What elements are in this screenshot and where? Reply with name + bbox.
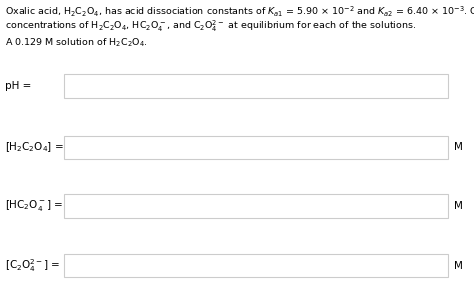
Text: M: M [454,142,463,152]
Bar [64,74,448,98]
Bar [64,254,448,277]
Text: A 0.129 M solution of H$_2$C$_2$O$_4$.: A 0.129 M solution of H$_2$C$_2$O$_4$. [5,36,147,49]
Text: [HC$_2$O$_4^-$] =: [HC$_2$O$_4^-$] = [5,198,63,213]
Bar [64,194,448,218]
Text: concentrations of H$_2$C$_2$O$_4$, HC$_2$O$_4^-$, and C$_2$O$_4^{2-}$ at equilib: concentrations of H$_2$C$_2$O$_4$, HC$_2… [5,19,416,34]
Text: [H$_2$C$_2$O$_4$] =: [H$_2$C$_2$O$_4$] = [5,140,64,154]
Bar [64,136,448,159]
Text: pH =: pH = [5,81,31,91]
Text: M: M [454,201,463,211]
Text: [C$_2$O$_4^{2-}$] =: [C$_2$O$_4^{2-}$] = [5,257,60,274]
Text: Oxalic acid, H$_2$C$_2$O$_4$, has acid dissociation constants of $K_{a1}$ = 5.90: Oxalic acid, H$_2$C$_2$O$_4$, has acid d… [5,4,474,19]
Text: M: M [454,261,463,271]
